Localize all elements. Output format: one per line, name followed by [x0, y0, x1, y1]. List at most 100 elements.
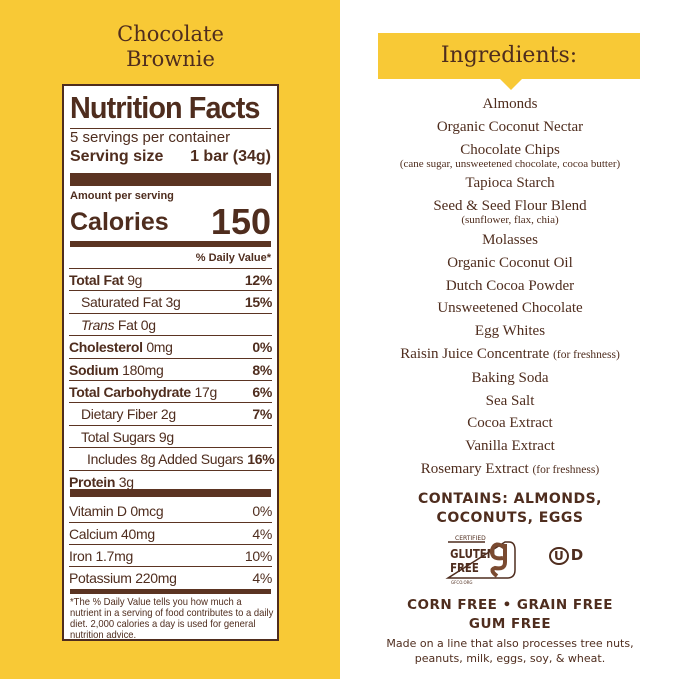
- ingredients-banner: Ingredients:: [378, 33, 640, 79]
- nutrient-daily-value: 16%: [247, 451, 275, 468]
- ingredient-item: Organic Coconut Oil: [350, 255, 670, 272]
- nutrient-label: Protein 3g: [69, 471, 134, 492]
- ingredient-name: Dutch Cocoa Powder: [445, 277, 575, 294]
- ingredient-name: Organic Coconut Nectar: [436, 118, 584, 135]
- ingredient-note: (for freshness): [532, 463, 600, 476]
- nutrient-label: Dietary Fiber 2g: [69, 403, 176, 424]
- serving-size-label: Serving size: [70, 148, 164, 165]
- nutrient-name: Protein: [69, 473, 116, 490]
- gf-free-text: FREE: [450, 561, 479, 575]
- ingredient-name: Vanilla Extract: [465, 438, 555, 455]
- ingredient-item: Molasses: [350, 232, 670, 249]
- ingredients-title: Ingredients:: [440, 43, 578, 68]
- nutrient-amount: 17g: [194, 384, 218, 400]
- vitamin-label: Vitamin D 0mcg: [69, 503, 164, 519]
- nutrient-label: Total Carbohydrate 17g: [69, 381, 217, 402]
- ingredient-item: Sea Salt: [350, 393, 670, 410]
- gf-gluten-text: GLUTEN: [450, 547, 495, 561]
- vitamin-label: Iron 1.7mg: [69, 548, 133, 564]
- kosher-dairy-letter: D: [570, 546, 584, 564]
- ingredient-name: Egg Whites: [474, 323, 546, 340]
- nutrient-name: Cholesterol: [69, 339, 143, 356]
- nutrient-amount: 3g: [118, 473, 134, 490]
- nutrient-name: Total Sugars: [81, 428, 156, 445]
- nutrient-label: Cholesterol 0mg: [69, 336, 173, 357]
- nutrient-row: Dietary Fiber 2g 7%: [69, 402, 272, 424]
- nutrient-label: Total Fat 9g: [69, 269, 142, 290]
- contains-line: COCONUTS, EGGS: [436, 510, 584, 526]
- nutrient-row: Total Fat 9g 12%: [69, 268, 272, 290]
- ingredient-name: Almonds: [482, 96, 538, 112]
- ingredient-name: Molasses: [482, 231, 538, 248]
- ingredient-name: Seed & Seed Flour Blend: [433, 198, 587, 215]
- medium-divider: [70, 241, 271, 247]
- nutrient-daily-value: 6%: [252, 384, 272, 400]
- nutrient-daily-value: 7%: [252, 406, 272, 423]
- serving-size-value: 1 bar (34g): [190, 148, 271, 165]
- ingredient-name: Sea Salt: [485, 392, 535, 409]
- nutrient-name: Saturated Fat: [81, 294, 162, 311]
- nutrient-amount: 0g: [140, 316, 156, 333]
- free-from: CORN FREE • GRAIN FREE GUM FREE: [350, 596, 670, 634]
- nutrient-row: Total Sugars 9g: [69, 424, 272, 447]
- nutrient-row: Protein 3g: [69, 469, 272, 492]
- ingredient-name: Cocoa Extract: [467, 415, 553, 432]
- nutrient-amount: 0mg: [146, 339, 173, 356]
- nutrient-amount: 3g: [165, 294, 181, 311]
- allergen-note-line: Made on a line that also processes tree …: [386, 637, 634, 650]
- flavor-name: Chocolate Brownie: [62, 22, 279, 72]
- ingredient-name: Organic Coconut Oil: [447, 254, 573, 271]
- ingredient-item: Tapioca Starch: [350, 175, 670, 192]
- ingredient-item: Almonds: [350, 96, 670, 113]
- ingredient-name: Raisin Juice Concentrate: [400, 345, 550, 362]
- nutrient-daily-value: 12%: [244, 272, 272, 288]
- serving-size: Serving size 1 bar (34g): [70, 147, 271, 166]
- vitamin-row: Vitamin D 0mcg 0%: [69, 500, 272, 522]
- gf-certified-text: CERTIFIED: [455, 535, 486, 542]
- allergen-note: Made on a line that also processes tree …: [350, 636, 670, 666]
- nutrient-row: Total Carbohydrate 17g 6%: [69, 380, 272, 402]
- nutrient-name-suffix: Fat: [117, 316, 138, 333]
- gluten-free-certified-logo: CERTIFIED GLUTEN FREE GFCO.ORG: [445, 535, 516, 585]
- nutrient-daily-value: 8%: [252, 361, 272, 378]
- nutrient-row: Cholesterol 0mg 0%: [69, 335, 272, 357]
- ingredient-subitems: (sunflower, flax, chia): [461, 214, 559, 227]
- nutrient-name: Sodium: [69, 361, 119, 378]
- nutrient-daily-value: 15%: [244, 294, 272, 311]
- free-from-line: GUM FREE: [468, 616, 552, 632]
- ingredient-name: Baking Soda: [471, 369, 549, 386]
- nutrient-label: Sodium 180mg: [69, 359, 164, 380]
- vitamin-row: Iron 1.7mg 10%: [69, 544, 272, 566]
- nutrient-daily-value: 0%: [252, 339, 272, 356]
- ingredient-item: Organic Coconut Nectar: [350, 119, 670, 136]
- nutrient-amount: 180mg: [122, 361, 164, 378]
- ingredient-item: Dutch Cocoa Powder: [350, 278, 670, 295]
- flavor-line: Brownie: [126, 47, 215, 71]
- vitamin-label: Potassium 220mg: [69, 570, 177, 586]
- vitamin-row: Potassium 220mg 4%: [69, 566, 272, 588]
- ingredient-item: Egg Whites: [350, 323, 670, 340]
- ingredient-item: Unsweetened Chocolate: [350, 300, 670, 317]
- nutrient-amount: 9g: [158, 428, 174, 445]
- ingredient-item: Rosemary Extract (for freshness): [350, 461, 670, 479]
- vitamin-daily-value: 4%: [252, 570, 272, 586]
- vitamin-row: Calcium 40mg 4%: [69, 522, 272, 544]
- nutrient-row: Saturated Fat 3g 15%: [69, 290, 272, 312]
- thick-divider: [70, 489, 271, 497]
- vitamin-daily-value: 0%: [252, 503, 272, 519]
- nutrient-row: Sodium 180mg 8%: [69, 357, 272, 380]
- ingredient-name: Tapioca Starch: [465, 175, 555, 192]
- nutrient-amount: 9g: [127, 272, 143, 288]
- ingredient-name: Chocolate Chips: [460, 141, 560, 158]
- calories-label: Calories: [70, 208, 169, 236]
- medium-divider: [70, 589, 271, 594]
- ingredient-item: Baking Soda: [350, 370, 670, 387]
- divider: [70, 128, 271, 129]
- ingredient-item: Seed & Seed Flour Blend (sunflower, flax,…: [350, 198, 670, 226]
- nutrient-label: Trans Fat 0g: [69, 314, 156, 335]
- allergen-note-line: peanuts, milk, eggs, soy, & wheat.: [414, 652, 606, 665]
- nutrient-row: Includes 8g Added Sugars 16%: [69, 447, 275, 469]
- nutrient-row: Trans Fat 0g: [69, 312, 272, 335]
- contains-line: CONTAINS: ALMONDS,: [418, 491, 602, 507]
- contains-allergens: CONTAINS: ALMONDS, COCONUTS, EGGS: [350, 490, 670, 528]
